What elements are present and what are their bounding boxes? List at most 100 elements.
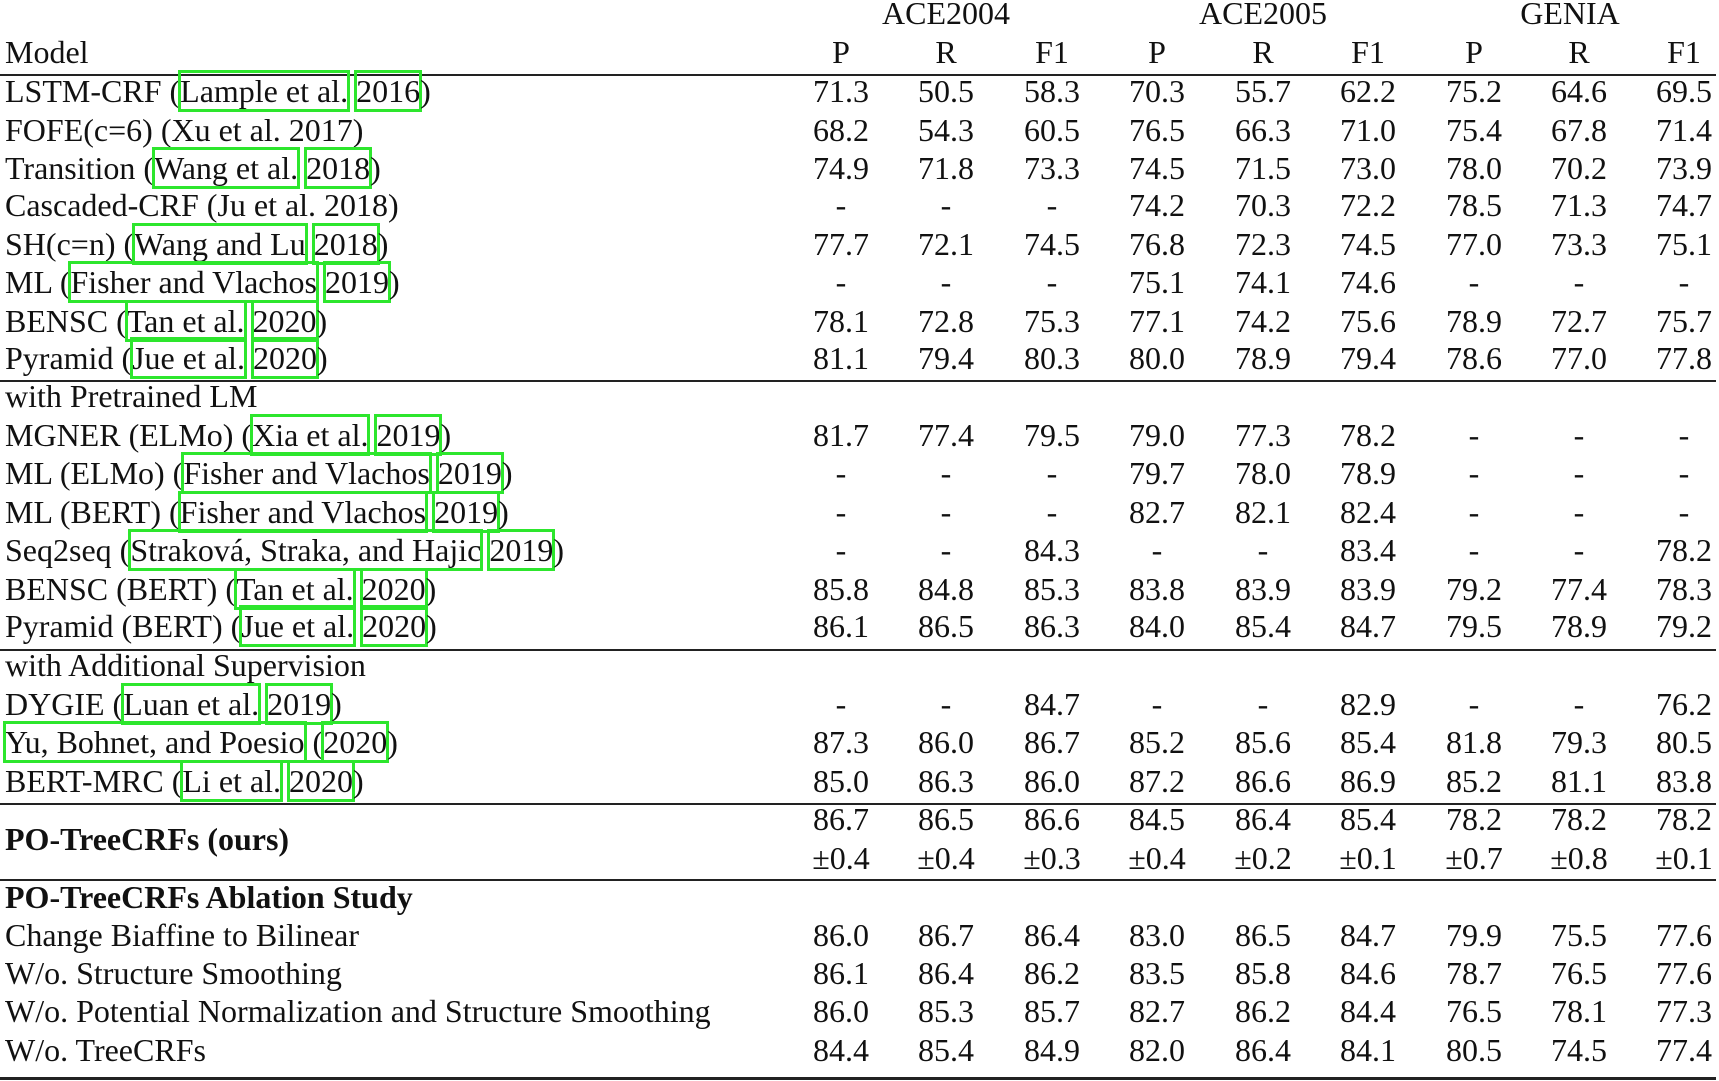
section-title: with Additional Supervision [5, 647, 366, 683]
table-cell: 79.3 [1551, 724, 1607, 760]
table-cell: - [1468, 532, 1480, 568]
table-cell: 83.4 [1340, 532, 1396, 568]
ours-model-name: PO-TreeCRFs (ours) [5, 821, 290, 857]
table-cell: 83.9 [1235, 571, 1291, 607]
table-cell: 86.2 [1235, 993, 1291, 1029]
table-cell: 84.0 [1129, 608, 1185, 644]
table-cell: 75.1 [1656, 226, 1712, 262]
table-cell: 86.3 [1024, 608, 1080, 644]
citation-link[interactable]: 2019 [435, 452, 504, 494]
citation-link[interactable]: Fisher and Vlachos [177, 491, 429, 533]
model-name-text: ( [304, 724, 324, 760]
table-cell: 78.7 [1446, 955, 1502, 991]
citation-link[interactable]: Lample et al. [178, 70, 351, 112]
table-cell: 75.6 [1340, 303, 1396, 339]
table-cell: 70.3 [1129, 73, 1185, 109]
table-cell: 64.6 [1551, 73, 1607, 109]
citation-link[interactable]: Fisher and Vlachos [181, 452, 432, 494]
citation-link[interactable]: 2020 [250, 337, 319, 379]
model-name: ML (ELMo) (Fisher and Vlachos 2019) [5, 452, 512, 494]
model-name: ML (Fisher and Vlachos 2019) [5, 261, 400, 303]
table-cell: 78.2 [1656, 532, 1712, 568]
citation-link[interactable]: Luan et al. [121, 683, 262, 725]
table-cell: - [940, 686, 952, 722]
table-cell: 78.2 [1656, 801, 1712, 837]
citation-link[interactable]: Tan et al. [124, 300, 247, 342]
citation-link[interactable]: 2019 [487, 529, 556, 571]
column-header: P [832, 34, 850, 70]
citation-link[interactable]: 2019 [432, 491, 501, 533]
table-cell: 77.4 [1656, 1032, 1712, 1068]
citation-link[interactable]: 2020 [287, 760, 355, 802]
table-cell: 78.9 [1340, 455, 1396, 491]
std-cell: ±0.4 [812, 840, 870, 876]
table-cell: 67.8 [1551, 112, 1607, 148]
table-cell: 73.9 [1656, 150, 1712, 186]
model-name-text: LSTM-CRF ( [5, 73, 181, 109]
citation-link[interactable]: 2020 [360, 605, 429, 647]
table-cell: 78.3 [1656, 571, 1712, 607]
citation-link[interactable]: 2019 [265, 683, 334, 725]
citation-link[interactable]: Jue et al. [239, 605, 357, 647]
column-header: P [1465, 34, 1483, 70]
table-cell: 81.8 [1446, 724, 1502, 760]
citation-link[interactable]: Jue et al. [130, 337, 247, 379]
model-name-text: ) [316, 340, 328, 376]
table-cell: 76.2 [1656, 686, 1712, 722]
table-cell: 58.3 [1024, 73, 1080, 109]
table-cell: 72.1 [918, 226, 974, 262]
table-cell: 84.7 [1340, 608, 1396, 644]
citation-link[interactable]: Wang and Lu [132, 223, 308, 265]
table-cell: 75.3 [1024, 303, 1080, 339]
table-cell: 74.7 [1656, 187, 1712, 223]
table-cell: 55.7 [1235, 73, 1291, 109]
table-cell: 79.4 [918, 340, 974, 376]
table-cell: 77.4 [918, 417, 974, 453]
citation-link[interactable]: 2016 [354, 70, 423, 112]
citation-link[interactable]: Li et al. [180, 760, 283, 802]
table-cell: 83.8 [1656, 763, 1712, 799]
model-name-text [354, 571, 362, 607]
citation-link[interactable]: Yu, Bohnet, and Poesio [3, 721, 307, 763]
model-name-text [281, 763, 289, 799]
citation-link[interactable]: 2019 [374, 414, 443, 456]
citation-link[interactable]: 2019 [322, 261, 391, 303]
citation-link[interactable]: 2020 [359, 568, 428, 610]
table-cell: 86.5 [918, 608, 974, 644]
table-cell: 85.8 [813, 571, 869, 607]
table-cell: 82.9 [1340, 686, 1396, 722]
table-cell: 73.0 [1340, 150, 1396, 186]
table-cell: 81.1 [1551, 763, 1607, 799]
citation-link[interactable]: 2018 [311, 223, 380, 265]
citation-link[interactable]: Wang et al. [152, 147, 301, 189]
table-cell: 86.2 [1024, 955, 1080, 991]
table-cell: - [940, 494, 952, 530]
citation-link[interactable]: Xia et al. [250, 414, 371, 456]
table-cell: 86.7 [918, 917, 974, 953]
table-cell: 78.1 [1551, 993, 1607, 1029]
table-cell: 62.2 [1340, 73, 1396, 109]
table-cell: 72.7 [1551, 303, 1607, 339]
column-group-header: ACE2004 [882, 0, 1010, 31]
column-header: P [1148, 34, 1166, 70]
table-cell: 83.9 [1340, 571, 1396, 607]
model-name-text: Pyramid ( [5, 340, 133, 376]
model-name-text [259, 686, 267, 722]
model-name-text: DYGIE ( [5, 686, 124, 722]
std-cell: ±0.4 [1128, 840, 1186, 876]
citation-link[interactable]: 2020 [250, 300, 319, 342]
table-cell: 74.1 [1235, 264, 1291, 300]
model-name-text: BERT-MRC ( [5, 763, 183, 799]
model-name-text: ) [420, 73, 431, 109]
citation-link[interactable]: Straková, Straka, and Hajic [128, 529, 484, 571]
model-name-text [245, 340, 253, 376]
table-cell: 70.2 [1551, 150, 1607, 186]
model-name-text: BENSC (BERT) ( [5, 571, 236, 607]
citation-link[interactable]: Fisher and Vlachos [68, 261, 319, 303]
std-cell: ±0.1 [1655, 840, 1713, 876]
citation-link[interactable]: 2020 [321, 721, 390, 763]
model-name-text: ) [377, 226, 389, 262]
citation-link[interactable]: 2018 [304, 147, 373, 189]
citation-link[interactable]: Tan et al. [233, 568, 356, 610]
table-cell: 86.4 [918, 955, 974, 991]
